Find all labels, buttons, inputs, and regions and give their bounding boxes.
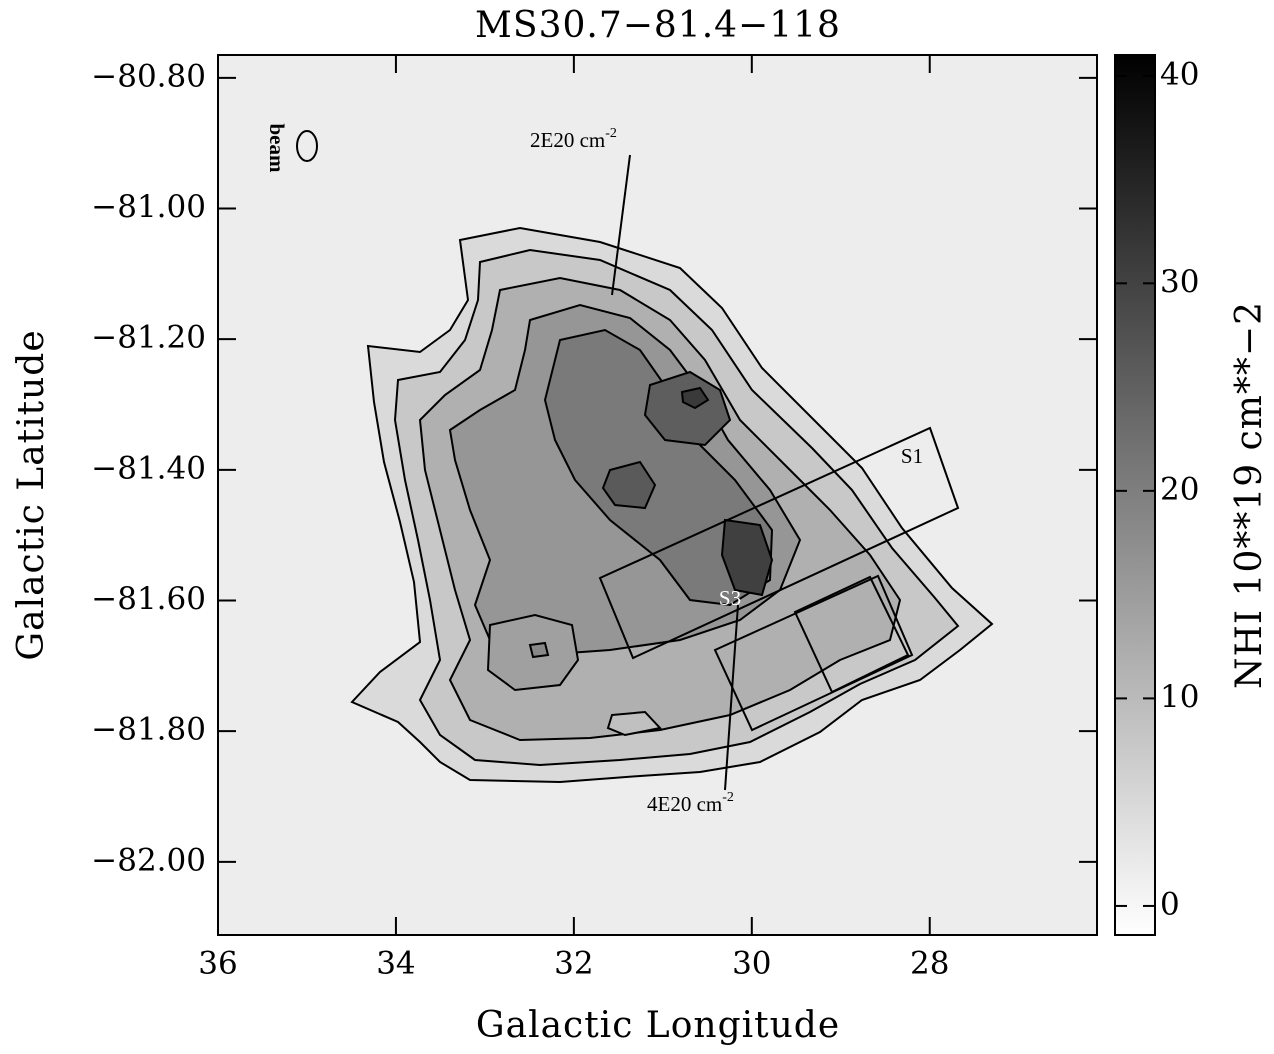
region-box [793, 575, 910, 694]
contour [528, 641, 550, 659]
annotation-sup: -2 [605, 126, 617, 141]
x-tick-label: 28 [910, 946, 949, 982]
y-tick-label: −80.80 [91, 58, 206, 94]
region-box [713, 574, 914, 732]
colorbar-tick-label: 10 [1160, 679, 1199, 715]
contour [720, 518, 774, 597]
region-label: S1 [901, 444, 923, 468]
colorbar-tick-label: 30 [1160, 264, 1199, 300]
x-tick-label: 30 [732, 946, 771, 982]
leader-line [611, 154, 631, 296]
chart-title: MS30.7−81.4−118 [475, 5, 841, 46]
colorbar-tick-label: 40 [1160, 56, 1199, 92]
y-tick-label: −81.60 [91, 581, 206, 617]
x-tick-label: 32 [554, 946, 593, 982]
y-tick-label: −82.00 [91, 842, 206, 878]
region-box [598, 426, 960, 660]
y-axis-title: Galactic Latitude [11, 329, 52, 660]
colorbar-tick-label: 20 [1160, 471, 1199, 507]
contour [643, 370, 732, 447]
y-tick-label: −81.00 [91, 189, 206, 225]
plot-frame [217, 54, 1098, 936]
x-tick-label: 36 [198, 946, 237, 982]
annotation-text: 2E20 cm [530, 128, 605, 152]
x-axis-title: Galactic Longitude [476, 1005, 840, 1046]
beam-label: beam [265, 124, 289, 174]
contour [606, 710, 662, 737]
x-tick-label: 34 [376, 946, 415, 982]
contour [601, 460, 657, 510]
contour [680, 386, 710, 410]
beam-ellipse [296, 130, 318, 162]
y-tick-label: −81.40 [91, 450, 206, 486]
colorbar [1114, 54, 1156, 936]
annotation: 4E20 cm-2 [647, 790, 734, 816]
map-image: beam S1 S3 2E20 cm-2 4E20 cm-2 [218, 55, 1097, 935]
y-tick-label: −81.80 [91, 712, 206, 748]
annotation-text: 4E20 cm [647, 792, 722, 816]
leader-line [724, 604, 739, 791]
colorbar-tick-label: 0 [1160, 886, 1180, 922]
annotation: 2E20 cm-2 [530, 126, 617, 152]
colorbar-title: NHI 10**19 cm**−2 [1229, 301, 1270, 689]
annotation-sup: -2 [722, 790, 734, 805]
y-tick-label: −81.20 [91, 320, 206, 356]
region-label: S3 [719, 586, 741, 610]
